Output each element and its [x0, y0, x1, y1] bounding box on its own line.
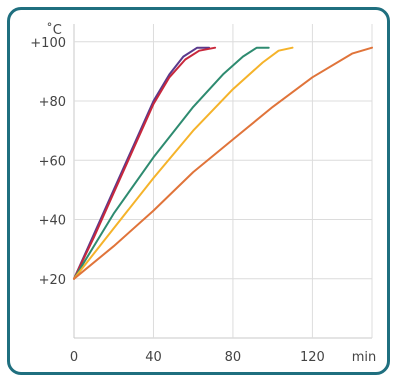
y-tick-label: +60 [39, 154, 66, 169]
y-tick-label: +40 [39, 214, 66, 229]
y-axis-label: ˚C [46, 22, 62, 38]
series-line-3 [73, 46, 270, 280]
chart-frame: 0 40 80 120 min +20 +40 +60 +80 +100 ˚C [7, 7, 390, 375]
y-tick-label: +100 [30, 36, 66, 51]
series-line-5 [73, 46, 373, 280]
y-tick-label: +20 [39, 273, 66, 288]
y-tick-label: +80 [39, 95, 66, 110]
axis-labels: 0 40 80 120 min +20 +40 +60 +80 +100˚C [30, 22, 376, 365]
series-line-1 [73, 46, 211, 280]
line-chart: 0 40 80 120 min +20 +40 +60 +80 +100˚C [30, 22, 376, 365]
x-tick-label: 80 [225, 350, 242, 365]
x-tick-label: 40 [145, 350, 162, 365]
x-tick-label: 0 [70, 350, 78, 365]
x-tick-label: 120 [300, 350, 325, 365]
series-layer [73, 46, 373, 280]
series-line-2 [73, 46, 217, 280]
x-axis-label: min [352, 350, 377, 365]
series-line-4 [73, 46, 294, 280]
